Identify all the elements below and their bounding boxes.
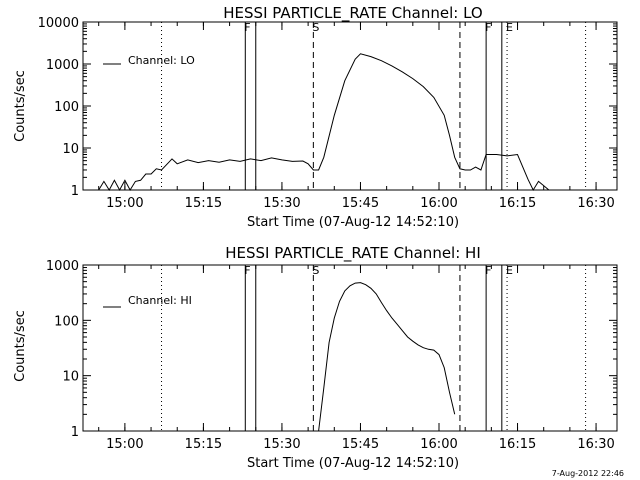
event-marker-label: F bbox=[244, 21, 250, 34]
event-marker-label: S bbox=[312, 264, 319, 277]
chart-hi-channel: HESSI PARTICLE_RATE Channel: HI Start Ti… bbox=[13, 244, 618, 471]
x-tick-label: 15:30 bbox=[263, 437, 300, 452]
chart-lo-channel: HESSI PARTICLE_RATE Channel: LO Start Ti… bbox=[13, 4, 618, 230]
legend-entry-label: Channel: HI bbox=[128, 294, 192, 307]
plot-frame bbox=[82, 264, 618, 432]
series-line bbox=[318, 282, 456, 432]
x-tick-label: 15:15 bbox=[185, 196, 222, 211]
timestamp: 7-Aug-2012 22:46 bbox=[552, 469, 624, 478]
x-tick-label: 15:00 bbox=[106, 196, 143, 211]
x-tick-label: 15:15 bbox=[185, 437, 222, 452]
y-tick-label: 1000 bbox=[46, 58, 79, 73]
x-tick-label: 15:45 bbox=[342, 196, 379, 211]
x-tick-label: 16:00 bbox=[420, 196, 457, 211]
y-tick-label: 100 bbox=[54, 314, 79, 329]
y-tick-label: 10 bbox=[62, 370, 79, 385]
plot-frame bbox=[82, 21, 618, 191]
event-marker-label: E bbox=[506, 264, 513, 277]
chart-title: HESSI PARTICLE_RATE Channel: LO bbox=[223, 4, 482, 23]
x-tick-label: 15:00 bbox=[106, 437, 143, 452]
x-tick-label: 15:45 bbox=[342, 437, 379, 452]
y-axis-label: Counts/sec bbox=[13, 70, 28, 142]
y-tick-label: 1000 bbox=[46, 259, 79, 274]
event-marker-label: F bbox=[485, 264, 491, 277]
y-tick-label: 100 bbox=[54, 100, 79, 115]
series-line bbox=[98, 53, 586, 192]
event-marker-label: F bbox=[244, 264, 250, 277]
y-axis-label: Counts/sec bbox=[13, 310, 28, 382]
event-marker-label: E bbox=[506, 21, 513, 34]
legend-entry-label: Channel: LO bbox=[128, 54, 195, 67]
x-axis-label: Start Time (07-Aug-12 14:52:10) bbox=[247, 456, 459, 471]
y-tick-label: 1 bbox=[71, 184, 79, 199]
x-tick-label: 16:15 bbox=[499, 196, 536, 211]
event-marker-label: S bbox=[312, 21, 319, 34]
x-tick-label: 16:00 bbox=[420, 437, 457, 452]
x-tick-label: 16:15 bbox=[499, 437, 536, 452]
x-tick-label: 16:30 bbox=[577, 196, 614, 211]
y-tick-label: 1 bbox=[71, 425, 79, 440]
x-tick-label: 16:30 bbox=[577, 437, 614, 452]
event-marker-label: F bbox=[485, 21, 491, 34]
y-tick-label: 10000 bbox=[38, 16, 79, 31]
chart-title: HESSI PARTICLE_RATE Channel: HI bbox=[225, 244, 481, 263]
x-axis-label: Start Time (07-Aug-12 14:52:10) bbox=[247, 215, 459, 230]
x-tick-label: 15:30 bbox=[263, 196, 300, 211]
y-tick-label: 10 bbox=[62, 142, 79, 157]
